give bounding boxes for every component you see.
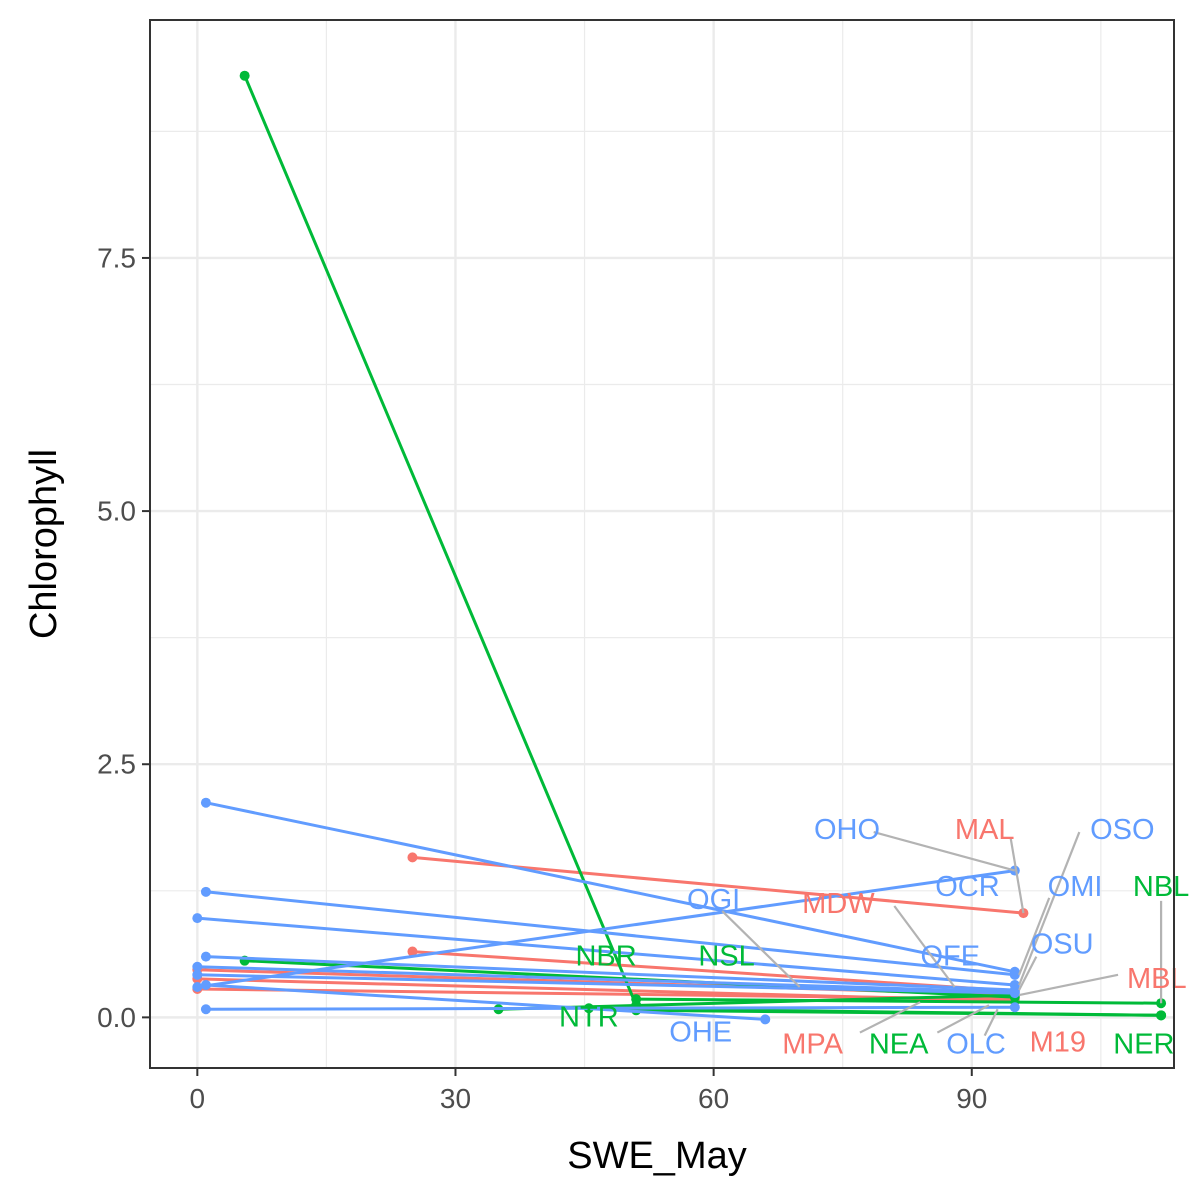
site-label: NSL bbox=[698, 941, 754, 973]
panel-border bbox=[149, 19, 1175, 1069]
data-point bbox=[192, 969, 203, 980]
leader-line bbox=[859, 1001, 921, 1034]
leader-line bbox=[1018, 831, 1081, 986]
x-axis: 0 30 60 90 bbox=[190, 1068, 987, 1114]
series-layer bbox=[192, 70, 1167, 1025]
data-point bbox=[200, 979, 211, 990]
x-tick-label: 60 bbox=[698, 1083, 729, 1114]
site-label: OFE bbox=[920, 941, 980, 973]
panel-background bbox=[150, 20, 1174, 1068]
leader-line bbox=[983, 1008, 999, 1037]
site-labels: OHO MAL OSO OCR OMI NBL OGI MDW OSU OFE NBR NSL MBL N… bbox=[559, 814, 1189, 1061]
leader-line bbox=[1009, 836, 1025, 914]
series-line bbox=[205, 983, 766, 1021]
series-line bbox=[205, 955, 1015, 992]
x-tick-label: 30 bbox=[440, 1083, 471, 1114]
data-point bbox=[1009, 1002, 1020, 1013]
site-label: OCR bbox=[935, 871, 999, 903]
series-line bbox=[205, 890, 1015, 977]
site-label: MBL bbox=[1127, 963, 1187, 995]
site-label: M19 bbox=[1030, 1027, 1086, 1059]
data-point bbox=[200, 951, 211, 962]
site-label: OLC bbox=[946, 1029, 1006, 1061]
site-label: OSO bbox=[1090, 814, 1154, 846]
site-label: NTR bbox=[559, 1001, 619, 1033]
series-olc bbox=[200, 1002, 1020, 1015]
x-tick-label: 90 bbox=[956, 1083, 987, 1114]
series-oho bbox=[192, 865, 1020, 992]
series-line bbox=[197, 965, 1015, 994]
y-tick-label: 5.0 bbox=[97, 496, 136, 527]
series-line bbox=[243, 75, 638, 1006]
minor-gridlines bbox=[150, 20, 1174, 1068]
data-point bbox=[1009, 988, 1020, 999]
site-label: NBL bbox=[1133, 871, 1189, 903]
x-axis-title: SWE_May bbox=[567, 1135, 746, 1177]
site-label: NER bbox=[1113, 1029, 1174, 1061]
series-ohe bbox=[200, 979, 771, 1025]
leader-lines bbox=[721, 831, 1163, 1037]
leader-line bbox=[721, 910, 801, 988]
leader-line bbox=[873, 831, 1016, 872]
data-point bbox=[192, 961, 203, 972]
site-label: NBR bbox=[575, 941, 636, 973]
site-label: NEA bbox=[869, 1029, 929, 1061]
series-line bbox=[205, 801, 1016, 974]
series-line bbox=[636, 997, 1162, 1005]
leader-line bbox=[936, 1004, 990, 1034]
site-label: OSU bbox=[1031, 928, 1094, 960]
site-label: MAL bbox=[955, 814, 1015, 846]
leader-line bbox=[1018, 897, 1051, 976]
site-label: OMI bbox=[1048, 871, 1103, 903]
series-line bbox=[197, 973, 1015, 995]
data-point bbox=[407, 946, 418, 957]
series-line bbox=[197, 916, 1015, 987]
leader-line bbox=[893, 905, 956, 988]
series-ofe bbox=[192, 969, 1020, 999]
site-label: OHE bbox=[669, 1017, 732, 1049]
data-point bbox=[200, 1004, 211, 1015]
data-point bbox=[407, 852, 418, 863]
x-tick-label: 0 bbox=[190, 1083, 206, 1114]
data-point bbox=[1009, 969, 1020, 980]
site-label: OHO bbox=[814, 814, 880, 846]
data-point bbox=[192, 981, 203, 992]
series-omi bbox=[200, 886, 1020, 980]
data-point bbox=[1156, 1010, 1167, 1021]
y-tick-label: 2.5 bbox=[97, 749, 136, 780]
data-point bbox=[200, 797, 211, 808]
leader-line bbox=[1018, 956, 1038, 991]
site-label: MDW bbox=[802, 888, 875, 920]
series-line bbox=[205, 1005, 1015, 1011]
site-label: MPA bbox=[782, 1029, 843, 1061]
data-point bbox=[760, 1014, 771, 1025]
data-point bbox=[239, 70, 250, 81]
data-point bbox=[192, 913, 203, 924]
site-label: OGI bbox=[687, 884, 740, 916]
y-tick-label: 7.5 bbox=[97, 242, 136, 273]
leader-line bbox=[1018, 973, 1119, 997]
y-axis-title: Chlorophyll bbox=[23, 449, 65, 639]
y-tick-label: 0.0 bbox=[97, 1002, 136, 1033]
data-point bbox=[200, 886, 211, 897]
data-point bbox=[631, 994, 642, 1005]
series-line bbox=[197, 869, 1016, 989]
y-axis: 0.0 2.5 5.0 7.5 bbox=[97, 242, 150, 1033]
